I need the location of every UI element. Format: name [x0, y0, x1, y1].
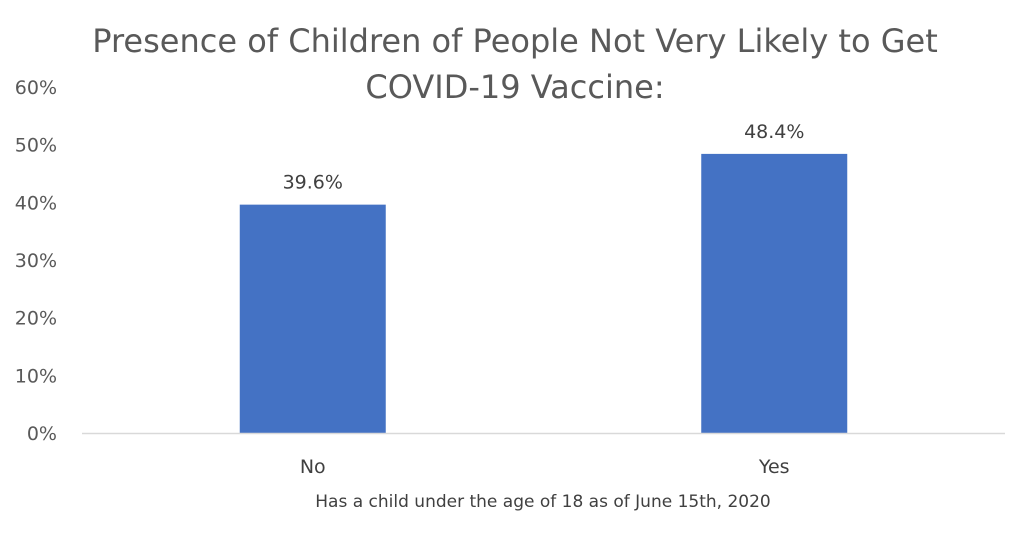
data-labels: 39.6% 48.4% [283, 121, 805, 194]
x-axis-category-labels: No Yes [300, 456, 790, 478]
bar-data-label: 48.4% [744, 121, 804, 143]
x-axis-title: Has a child under the age of 18 as of Ju… [315, 492, 770, 512]
y-tick-label: 20% [15, 308, 57, 330]
bars [239, 153, 848, 434]
y-tick-label: 40% [15, 192, 57, 214]
y-tick-label: 0% [27, 423, 57, 445]
y-axis-tick-labels: 0% 10% 20% 30% 40% 50% 60% [15, 77, 57, 445]
y-tick-label: 60% [15, 77, 57, 99]
bar [701, 153, 848, 434]
bar-data-label: 39.6% [283, 172, 343, 194]
chart-title-line-1: Presence of Children of People Not Very … [92, 22, 938, 60]
chart-title: Presence of Children of People Not Very … [92, 22, 938, 106]
y-tick-label: 30% [15, 250, 57, 272]
chart-title-line-2: COVID-19 Vaccine: [365, 68, 664, 106]
bar [239, 204, 386, 433]
x-category-label: No [300, 456, 326, 478]
y-tick-label: 10% [15, 365, 57, 387]
y-tick-label: 50% [15, 135, 57, 157]
x-category-label: Yes [758, 456, 790, 478]
